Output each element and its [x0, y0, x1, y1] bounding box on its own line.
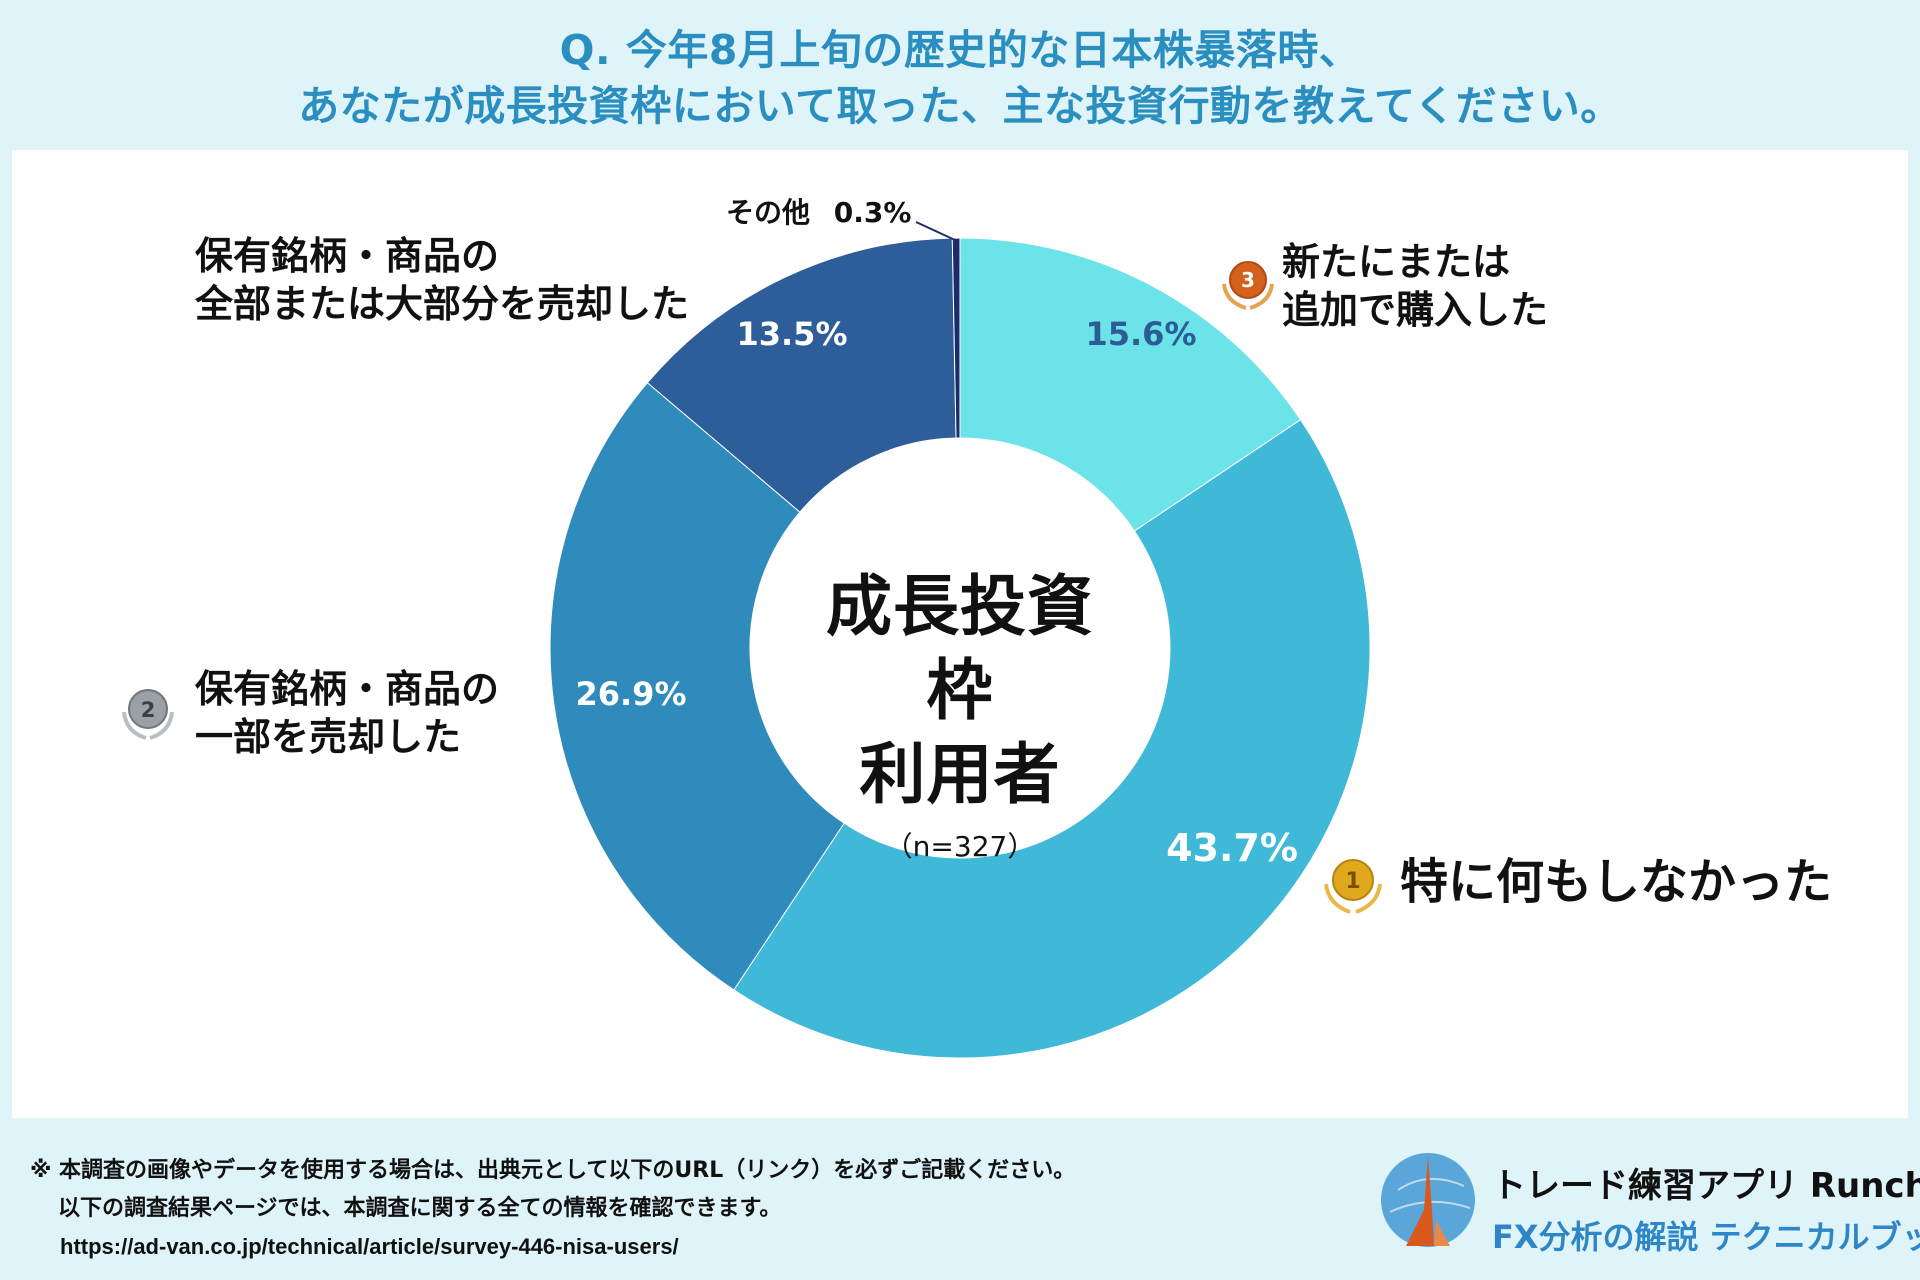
chart-title: Q. 今年8月上旬の歴史的な日本株暴落時、 あなたが成長投資枠において取った、主…	[0, 22, 1920, 134]
category-label-other-pct: 0.3%	[833, 196, 912, 229]
source-url-link[interactable]: https://ad-van.co.jp/technical/article/s…	[60, 1234, 679, 1259]
donut-center-label: 成長投資枠 利用者 （n=327）	[810, 565, 1110, 865]
slice-other	[951, 237, 961, 439]
medal-silver-icon: 2	[122, 689, 174, 740]
category-label-nothing: 特に何もしなかった	[1400, 852, 1832, 912]
medal-silver-rank: 2	[141, 698, 156, 722]
slice-buy	[959, 237, 1302, 532]
center-title-line2: 利用者	[859, 736, 1061, 813]
footer-note-line2: 以下の調査結果ページでは、本調査に関する全ての情報を確認できます。	[58, 1196, 782, 1221]
slice-nothing	[733, 418, 1371, 1059]
category-label-all: 保有銘柄・商品の 全部または大部分を売却した	[195, 232, 689, 328]
category-label-partial: 保有銘柄・商品の 一部を売却した	[195, 665, 499, 761]
medal-bronze-icon: 3	[1222, 261, 1274, 310]
other-leader-line	[915, 221, 956, 241]
data-label-partial: 26.9%	[575, 675, 687, 713]
medal-gold-icon: 1	[1324, 859, 1382, 914]
category-label-all-line1: 保有銘柄・商品の	[195, 234, 500, 278]
brand-name: トレード練習アプリ Runcha	[1492, 1166, 1920, 1206]
slice-all	[646, 237, 957, 513]
category-label-other-text: その他	[726, 196, 811, 229]
category-label-partial-line1: 保有銘柄・商品の	[195, 667, 500, 711]
data-label-all: 13.5%	[736, 315, 848, 353]
brand-tagline: FX分析の解説 テクニカルブック	[1492, 1218, 1920, 1256]
medal-bronze-rank: 3	[1241, 268, 1255, 292]
runcha-logo-icon	[1381, 1153, 1475, 1247]
center-title-line1: 成長投資枠	[826, 568, 1094, 729]
medal-gold-rank: 1	[1345, 869, 1360, 894]
chart-title-line2: あなたが成長投資枠において取った、主な投資行動を教えてください。	[298, 82, 1622, 130]
category-label-nothing-line1: 特に何もしなかった	[1400, 854, 1833, 910]
slice-partial	[549, 382, 845, 991]
footer-note: ※ 本調査の画像やデータを使用する場合は、出典元として以下のURL（リンク）を必…	[30, 1152, 1075, 1266]
category-label-other: その他 0.3%	[726, 196, 911, 230]
category-label-partial-line2: 一部を売却した	[195, 715, 462, 759]
category-label-all-line2: 全部または大部分を売却した	[195, 282, 690, 326]
category-label-buy: 新たにまたは 追加で購入した	[1282, 238, 1548, 334]
footer-note-line1: ※ 本調査の画像やデータを使用する場合は、出典元として以下のURL（リンク）を必…	[30, 1158, 1076, 1183]
chart-title-line1: Q. 今年8月上旬の歴史的な日本株暴落時、	[559, 26, 1361, 74]
data-label-nothing: 43.7%	[1166, 826, 1298, 870]
category-label-buy-line2: 追加で購入した	[1282, 288, 1549, 332]
data-label-buy: 15.6%	[1085, 315, 1197, 353]
sample-size: （n=327）	[884, 830, 1036, 863]
category-label-buy-line1: 新たにまたは	[1282, 240, 1511, 284]
